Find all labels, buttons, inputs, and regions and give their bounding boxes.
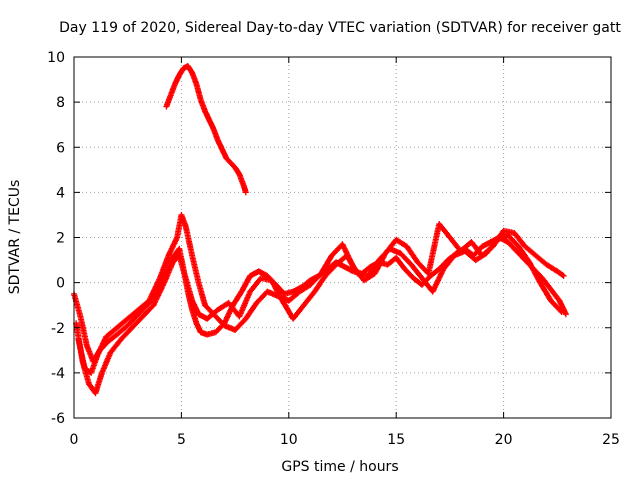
- series-markers: [163, 63, 249, 196]
- x-tick-label: 20: [495, 432, 513, 448]
- series-trace-3: [75, 211, 567, 376]
- y-tick-label: 8: [56, 95, 65, 111]
- series-trace-1: [71, 234, 569, 365]
- series-trace-2: [73, 232, 565, 397]
- y-tick-label: -2: [51, 321, 65, 337]
- x-tick-label: 15: [387, 432, 405, 448]
- y-tick-label: 6: [56, 140, 65, 156]
- x-tick-label: 25: [602, 432, 620, 448]
- x-tick-label: 0: [70, 432, 79, 448]
- y-axis-ticks: -6 -4 -2 0 2 4 6 8 10: [47, 50, 611, 427]
- x-axis-label: GPS time / hours: [281, 459, 398, 475]
- data-series: [71, 63, 569, 397]
- y-axis-label: SDTVAR / TECUs: [7, 180, 23, 295]
- x-axis-ticks: 0 5 10 15 20 25: [70, 57, 620, 448]
- y-tick-label: 2: [56, 231, 65, 247]
- x-tick-label: 10: [280, 432, 298, 448]
- y-tick-label: 10: [47, 50, 65, 66]
- chart-title: Day 119 of 2020, Sidereal Day-to-day VTE…: [59, 20, 621, 36]
- y-tick-label: -4: [51, 366, 65, 382]
- y-tick-label: 4: [56, 185, 65, 201]
- x-tick-label: 5: [177, 432, 186, 448]
- series-markers: [73, 232, 565, 397]
- grid-lines: [74, 57, 611, 418]
- series-markers: [75, 211, 567, 376]
- series-markers: [71, 234, 569, 365]
- y-tick-label: 0: [56, 276, 65, 292]
- series-trace-4: [163, 63, 249, 196]
- y-tick-label: -6: [51, 411, 65, 427]
